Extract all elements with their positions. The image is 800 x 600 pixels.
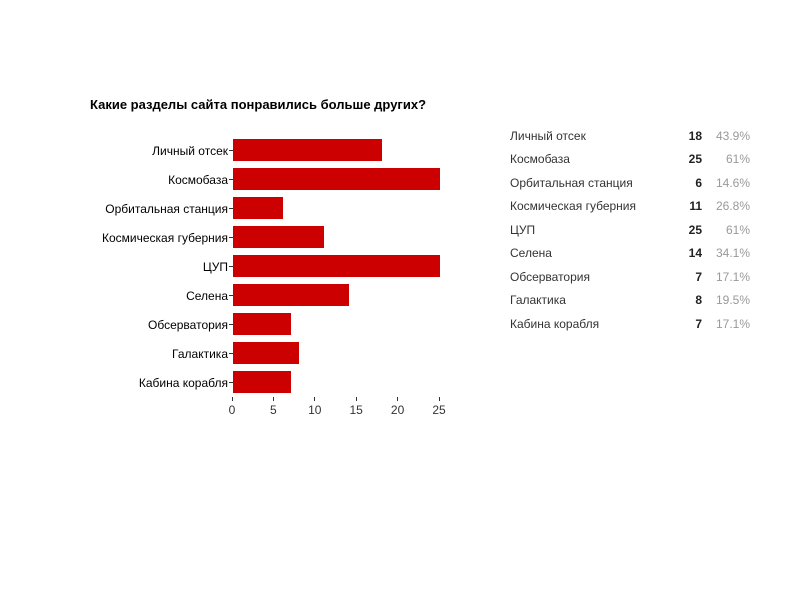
bar-area bbox=[233, 368, 440, 397]
x-tick-label: 15 bbox=[349, 403, 363, 417]
bar-area bbox=[233, 339, 440, 368]
table-row: Орбитальная станция 6 14.6% bbox=[510, 171, 750, 195]
table-category-label: Селена bbox=[510, 246, 552, 261]
chart-row: Кабина корабля bbox=[90, 368, 450, 397]
category-axis-tick bbox=[229, 382, 233, 383]
x-tick-label: 25 bbox=[432, 403, 446, 417]
category-label: Селена bbox=[186, 288, 228, 303]
x-tick-label: 5 bbox=[270, 403, 277, 417]
x-tick-mark bbox=[231, 397, 233, 401]
chart-row: Космобаза bbox=[90, 165, 450, 194]
table-row: Галактика 8 19.5% bbox=[510, 289, 750, 313]
bar-area bbox=[233, 223, 440, 252]
table-percent-value: 61% bbox=[725, 152, 750, 167]
category-label: Кабина корабля bbox=[138, 375, 228, 390]
table-percent-value: 17.1% bbox=[715, 316, 750, 331]
chart-row: Личный отсек bbox=[90, 136, 450, 165]
table-percent-value: 14.6% bbox=[715, 175, 750, 190]
table-count-value: 18 bbox=[688, 128, 702, 143]
chart-row: Орбитальная станция bbox=[90, 194, 450, 223]
category-axis-tick bbox=[229, 150, 233, 151]
category-axis-tick bbox=[229, 324, 233, 325]
bar-area bbox=[233, 165, 440, 194]
table-count-value: 7 bbox=[695, 316, 702, 331]
x-tick-label: 10 bbox=[308, 403, 322, 417]
table-category-label: ЦУП bbox=[510, 222, 536, 237]
table-count-value: 11 bbox=[689, 199, 702, 214]
table-category-label: Галактика bbox=[510, 293, 566, 308]
table-count-value: 7 bbox=[695, 269, 702, 284]
table-row: Обсерватория 7 17.1% bbox=[510, 265, 750, 289]
table-category-label: Личный отсек bbox=[510, 128, 586, 143]
category-axis-tick bbox=[229, 237, 233, 238]
table-row: Селена 14 34.1% bbox=[510, 242, 750, 266]
bar bbox=[233, 139, 383, 161]
bar bbox=[233, 342, 300, 364]
bar-area bbox=[233, 252, 440, 281]
chart-row: Селена bbox=[90, 281, 450, 310]
bar bbox=[233, 197, 283, 219]
table-category-label: Обсерватория bbox=[510, 269, 590, 284]
table-count-value: 14 bbox=[688, 246, 702, 261]
x-tick-mark bbox=[355, 397, 357, 401]
table-row: Космическая губерния 11 26.8% bbox=[510, 195, 750, 219]
chart-row: Обсерватория bbox=[90, 310, 450, 339]
bar bbox=[233, 284, 349, 306]
category-axis-tick bbox=[229, 179, 233, 180]
table-percent-value: 19.5% bbox=[715, 293, 750, 308]
summary-table: Личный отсек 18 43.9% Космобаза 25 61% Орбитал… bbox=[510, 124, 750, 336]
table-percent-value: 43.9% bbox=[715, 128, 750, 143]
table-count-value: 25 bbox=[688, 152, 702, 167]
bar bbox=[233, 313, 291, 335]
table-count-value: 6 bbox=[695, 175, 702, 190]
bar bbox=[233, 371, 291, 393]
bar bbox=[233, 168, 440, 190]
category-axis-tick bbox=[229, 295, 233, 296]
chart-row: ЦУП bbox=[90, 252, 450, 281]
bar bbox=[233, 226, 325, 248]
table-category-label: Космобаза bbox=[510, 152, 570, 167]
x-tick-label: 20 bbox=[390, 403, 405, 417]
table-row: Космобаза 25 61% bbox=[510, 148, 750, 172]
table-percent-value: 17.1% bbox=[715, 269, 750, 284]
bar-chart: Личный отсек Космобаза Орбитальная станция… bbox=[90, 136, 450, 423]
table-percent-value: 26.8% bbox=[715, 199, 750, 214]
category-label: Космическая губерния bbox=[102, 230, 228, 245]
table-row: Кабина корабля 7 17.1% bbox=[510, 312, 750, 336]
x-tick-mark bbox=[438, 397, 440, 401]
category-label: Галактика bbox=[172, 346, 228, 361]
x-axis: 0 5 10 15 20 25 bbox=[228, 397, 446, 423]
table-count-value: 8 bbox=[695, 293, 702, 308]
table-category-label: Орбитальная станция bbox=[510, 175, 633, 190]
x-tick-mark bbox=[314, 397, 316, 401]
table-category-label: Кабина корабля bbox=[510, 316, 600, 331]
x-tick-label: 0 bbox=[228, 403, 236, 417]
x-tick-mark bbox=[397, 397, 399, 401]
bar-area bbox=[233, 194, 440, 223]
bar-area bbox=[233, 281, 440, 310]
category-label: Орбитальная станция bbox=[105, 201, 228, 216]
category-axis-tick bbox=[229, 208, 233, 209]
category-label: Космобаза bbox=[168, 172, 228, 187]
category-label: Обсерватория bbox=[148, 317, 228, 332]
category-axis-tick bbox=[229, 266, 233, 267]
chart-row: Галактика bbox=[90, 339, 450, 368]
category-label: ЦУП bbox=[202, 259, 228, 274]
table-row: Личный отсек 18 43.9% bbox=[510, 124, 750, 148]
table-row: ЦУП 25 61% bbox=[510, 218, 750, 242]
bar-area bbox=[233, 310, 440, 339]
category-axis-tick bbox=[229, 353, 233, 354]
x-tick-mark bbox=[272, 397, 274, 401]
chart-rows: Личный отсек Космобаза Орбитальная станция… bbox=[90, 136, 450, 397]
table-percent-value: 61% bbox=[725, 222, 750, 237]
category-label: Личный отсек bbox=[152, 143, 228, 158]
table-count-value: 25 bbox=[688, 222, 702, 237]
chart-row: Космическая губерния bbox=[90, 223, 450, 252]
bar-area bbox=[233, 136, 440, 165]
bar bbox=[233, 255, 440, 277]
table-percent-value: 34.1% bbox=[715, 246, 750, 261]
table-category-label: Космическая губерния bbox=[510, 199, 636, 214]
chart-title: Какие разделы сайта понравились больше д… bbox=[90, 97, 427, 112]
